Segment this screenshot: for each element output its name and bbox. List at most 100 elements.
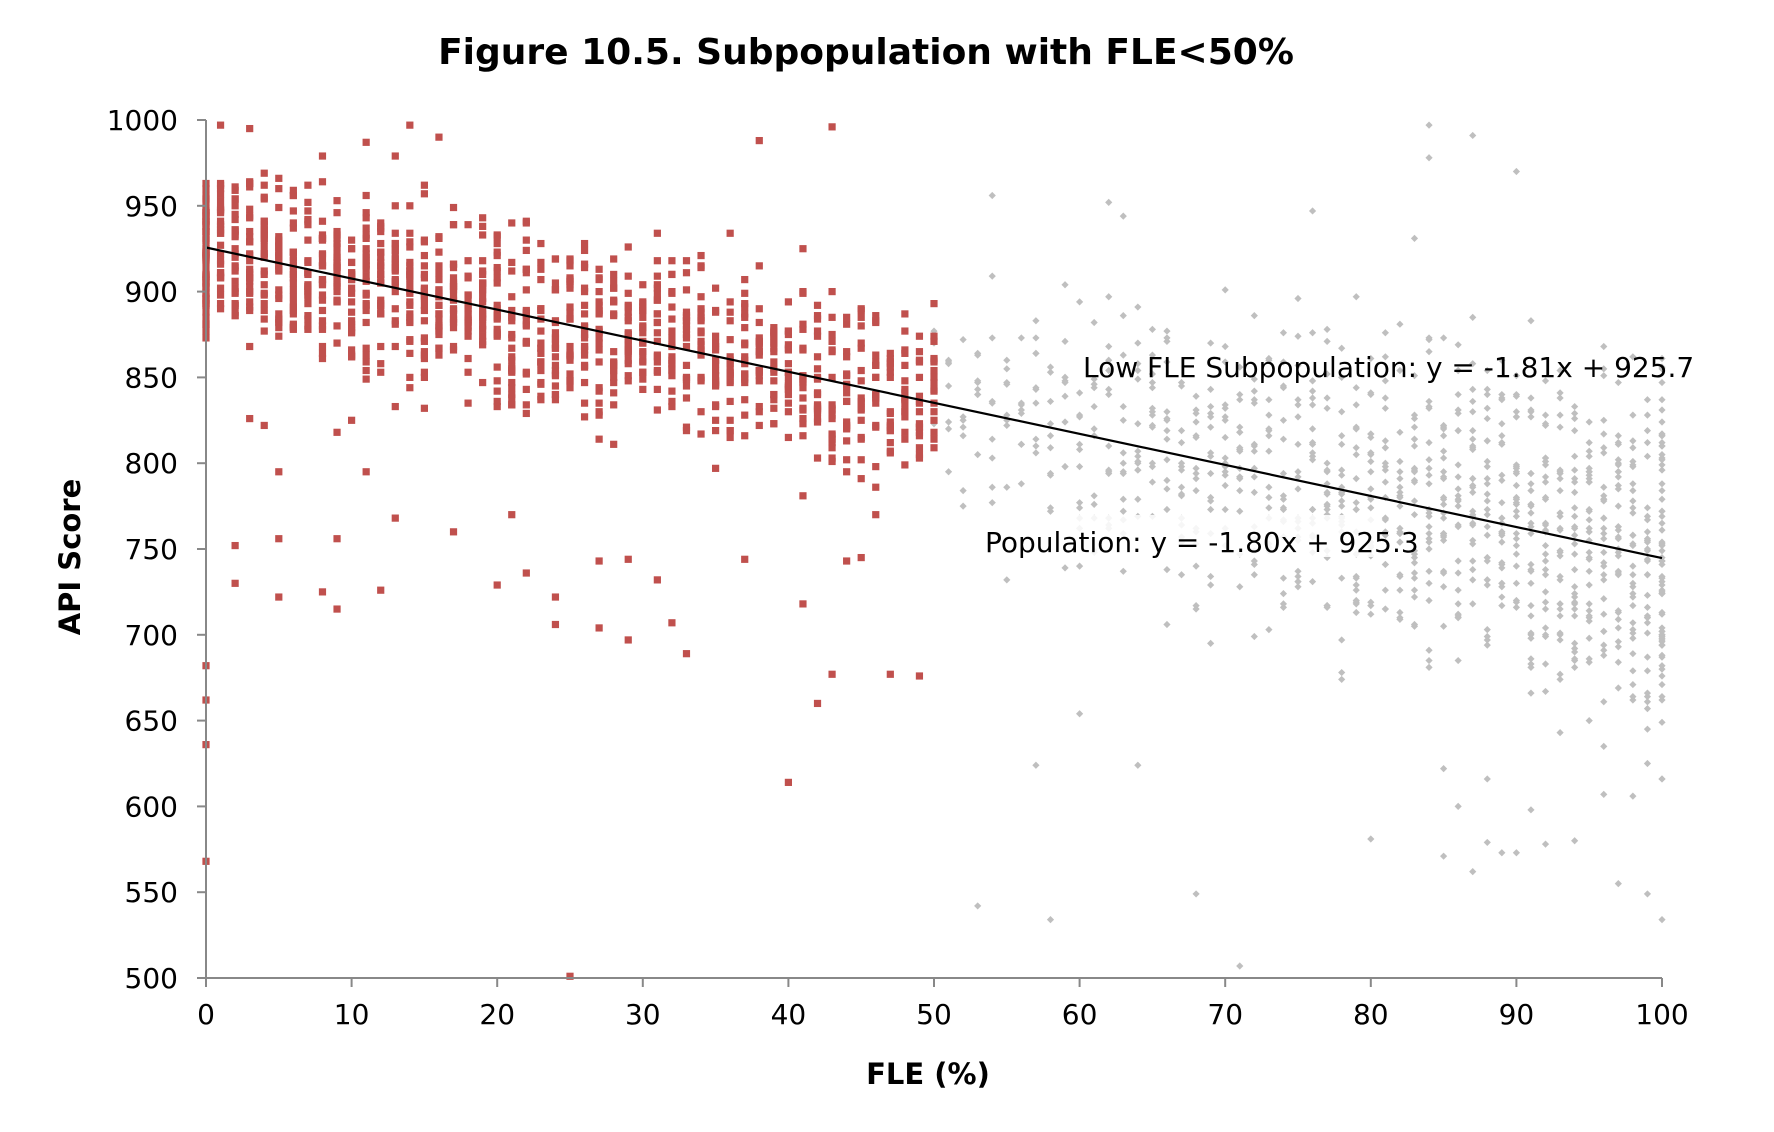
data-point-high-fle — [1410, 411, 1419, 419]
data-point-high-fle — [1614, 880, 1622, 888]
data-point-high-fle — [1308, 394, 1317, 402]
data-point-low-fle — [406, 229, 414, 237]
data-point-low-fle — [828, 373, 836, 381]
data-point-low-fle — [479, 332, 487, 340]
data-point-low-fle — [464, 291, 472, 299]
data-point-high-fle — [1556, 547, 1564, 555]
data-point-low-fle — [231, 308, 239, 316]
data-point-low-fle — [580, 378, 589, 387]
data-point-high-fle — [1571, 837, 1579, 845]
data-point-high-fle — [1541, 461, 1550, 469]
data-point-low-fle — [886, 373, 894, 381]
data-point-high-fle — [1207, 339, 1215, 347]
data-point-high-fle — [1265, 483, 1273, 491]
data-point-high-fle — [1381, 353, 1389, 361]
data-point-low-fle — [566, 262, 574, 270]
data-point-low-fle — [275, 185, 283, 193]
data-point-low-fle — [420, 238, 428, 246]
data-point-low-fle — [216, 274, 225, 282]
data-point-low-fle — [610, 310, 618, 318]
data-point-low-fle — [537, 275, 545, 284]
data-point-high-fle — [1265, 356, 1273, 364]
data-point-low-fle — [857, 456, 865, 464]
data-point-low-fle — [639, 358, 647, 366]
data-point-low-fle — [216, 190, 225, 198]
data-point-low-fle — [231, 262, 239, 270]
data-point-low-fle — [449, 346, 458, 354]
data-point-high-fle — [1163, 414, 1171, 423]
data-point-high-fle — [1076, 411, 1084, 419]
data-point-high-fle — [988, 191, 996, 200]
data-point-high-fle — [1294, 440, 1302, 448]
data-point-high-fle — [1571, 523, 1579, 531]
data-point-high-fle — [1294, 583, 1302, 591]
data-point-high-fle — [1352, 586, 1360, 594]
data-point-low-fle — [930, 337, 938, 345]
data-point-high-fle — [1250, 399, 1258, 407]
data-point-low-fle — [741, 378, 749, 387]
data-point-low-fle — [799, 384, 807, 392]
data-point-high-fle — [1163, 505, 1171, 514]
data-point-high-fle — [1600, 651, 1608, 659]
data-point-low-fle — [348, 324, 356, 332]
data-point-high-fle — [1629, 437, 1637, 445]
data-point-high-fle — [1134, 339, 1142, 347]
data-point-low-fle — [464, 368, 472, 376]
data-point-high-fle — [1148, 351, 1156, 359]
data-point-low-fle — [216, 260, 225, 268]
data-point-low-fle — [610, 378, 618, 387]
data-point-low-fle — [610, 298, 618, 306]
data-point-high-fle — [1454, 557, 1462, 565]
data-point-high-fle — [1571, 426, 1579, 435]
data-point-high-fle — [1556, 612, 1564, 620]
data-point-low-fle — [246, 205, 254, 213]
data-point-low-fle — [362, 289, 370, 297]
data-point-high-fle — [1294, 396, 1302, 404]
data-point-high-fle — [1469, 565, 1477, 574]
data-point-low-fle — [289, 324, 297, 332]
data-point-low-fle — [653, 366, 661, 375]
data-point-low-fle — [799, 420, 807, 428]
data-point-high-fle — [1192, 890, 1200, 898]
data-point-high-fle — [1483, 385, 1491, 394]
data-point-low-fle — [595, 265, 603, 273]
data-point-low-fle — [318, 281, 327, 289]
data-point-low-fle — [289, 253, 297, 261]
data-point-low-fle — [712, 372, 720, 380]
y-tick-label: 650 — [125, 705, 178, 738]
data-point-high-fle — [1207, 423, 1215, 431]
data-point-high-fle — [1498, 529, 1506, 538]
x-tick-label: 70 — [1207, 998, 1243, 1031]
data-point-low-fle — [406, 238, 414, 246]
data-point-high-fle — [1046, 916, 1055, 924]
data-point-high-fle — [1207, 572, 1215, 581]
data-point-low-fle — [843, 320, 851, 328]
data-point-low-fle — [551, 279, 560, 287]
data-point-low-fle — [930, 444, 938, 452]
data-point-high-fle — [1061, 373, 1069, 381]
data-point-high-fle — [1629, 634, 1637, 642]
data-point-low-fle — [551, 255, 560, 263]
data-point-low-fle — [406, 349, 414, 357]
data-point-low-fle — [639, 298, 647, 306]
data-point-low-fle — [275, 468, 283, 476]
data-point-low-fle — [712, 366, 720, 375]
data-point-high-fle — [1600, 571, 1608, 579]
data-point-low-fle — [828, 123, 836, 131]
data-point-high-fle — [1469, 483, 1477, 491]
data-point-low-fle — [420, 373, 428, 381]
annotation-bg-population — [980, 515, 1380, 557]
data-point-high-fle — [1308, 505, 1317, 514]
data-point-high-fle — [1629, 650, 1637, 658]
data-point-low-fle — [930, 373, 938, 381]
data-point-low-fle — [595, 435, 603, 443]
data-point-high-fle — [1629, 692, 1637, 701]
data-point-low-fle — [391, 263, 399, 272]
data-point-high-fle — [1163, 334, 1171, 342]
data-point-high-fle — [1527, 634, 1535, 642]
data-point-low-fle — [362, 214, 370, 222]
data-point-high-fle — [1556, 366, 1564, 375]
data-point-low-fle — [522, 322, 530, 330]
data-point-low-fle — [712, 360, 720, 368]
data-point-high-fle — [1425, 545, 1433, 553]
